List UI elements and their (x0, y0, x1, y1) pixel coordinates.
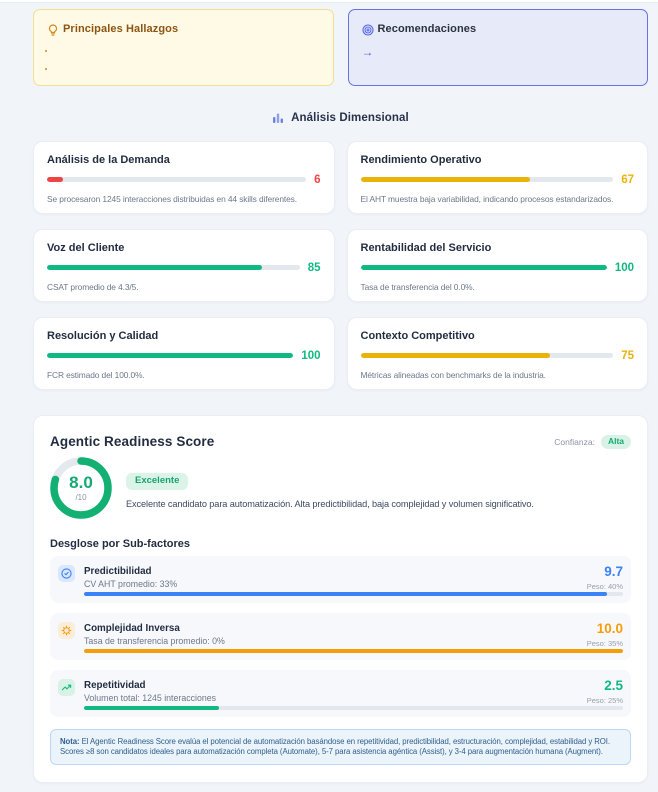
dimension-score: 85 (307, 261, 321, 274)
gear-icon (58, 622, 75, 639)
subfactor-weight: Peso: 40% (586, 582, 623, 591)
subfactor-progress-fill (84, 649, 623, 653)
gauge-score-max: /10 (75, 493, 87, 502)
subfactor-row-predictibilidad: Predictibilidad CV AHT promedio: 33% 9.7… (50, 556, 631, 603)
confidence-label: Confianza: (554, 436, 595, 447)
subfactor-row-complejidad: Complejidad Inversa Tasa de transferenci… (50, 613, 631, 660)
dimension-card-rentabilidad: Rentabilidad del Servicio 100 Tasa de tr… (346, 229, 648, 302)
dimension-progressbar (47, 265, 300, 270)
dimension-description: Métricas alineadas con benchmarks de la … (360, 369, 547, 380)
dimension-card-rendimiento: Rendimiento Operativo 67 El AHT muestra … (346, 141, 648, 214)
dimension-card-voz: Voz del Cliente 85 CSAT promedio de 4.3/… (33, 229, 335, 302)
findings-bullet (45, 61, 320, 79)
dimension-score: 75 (621, 349, 634, 362)
agentic-description: Excelente candidato para automatización.… (126, 498, 534, 509)
dimension-score: 100 (614, 261, 634, 274)
trending-up-icon (58, 679, 75, 696)
findings-list (45, 43, 320, 79)
report-content: Principales Hallazgos Recomendaciones → (33, 0, 648, 783)
dimension-title: Rentabilidad del Servicio (360, 242, 492, 254)
subfactor-progressbar (84, 592, 623, 596)
subfactor-weight: Peso: 25% (586, 696, 623, 705)
dimension-title: Resolución y Calidad (47, 330, 159, 342)
subfactor-detail: Tasa de transferencia promedio: 0% (84, 636, 225, 646)
subfactor-row-repetitividad: Repetitividad Volumen total: 1245 intera… (50, 670, 631, 717)
dimension-description: FCR estimado del 100.0%. (47, 369, 145, 380)
excellence-badge: Excelente (126, 473, 189, 490)
dimension-description: El AHT muestra baja variabilidad, indica… (360, 193, 614, 204)
bar-chart-icon (272, 112, 284, 124)
subfactor-progressbar (84, 649, 623, 653)
agentic-readiness-card: Agentic Readiness Score Confianza: Alta … (33, 415, 648, 783)
lightbulb-icon (47, 23, 59, 36)
recommendations-card: Recomendaciones → (347, 9, 648, 86)
subfactor-score: 9.7 (604, 564, 623, 579)
methodology-note: Nota: El Agentic Readiness Score evalúa … (50, 729, 631, 765)
dimension-progress-fill (47, 177, 63, 182)
subfactor-progressbar (84, 706, 623, 710)
note-text: El Agentic Readiness Score evalúa el pot… (60, 737, 610, 756)
dimension-progressbar (360, 177, 614, 182)
dimension-title: Análisis de la Demanda (47, 154, 170, 166)
dimension-description: Se procesaron 1245 interacciones distrib… (47, 193, 297, 204)
subfactor-score: 2.5 (604, 678, 623, 693)
confidence-badge: Alta (600, 434, 631, 449)
dimension-progress-fill (47, 353, 294, 358)
section-title: Análisis Dimensional (291, 112, 409, 124)
check-circle-icon (58, 565, 75, 582)
gauge-score-value: 8.0 (69, 473, 93, 492)
dimension-title: Voz del Cliente (47, 242, 125, 254)
dimension-score: 100 (301, 349, 321, 362)
dimension-score: 67 (621, 173, 634, 186)
dimension-progress-fill (47, 265, 262, 270)
dimension-description: Tasa de transferencia del 0.0%. (360, 281, 475, 292)
agentic-title: Agentic Readiness Score (50, 434, 215, 449)
findings-title: Principales Hallazgos (63, 23, 179, 35)
note-label: Nota: (60, 737, 80, 746)
dimension-grid: Análisis de la Demanda 6 Se procesaron 1… (33, 141, 648, 390)
subfactor-weight: Peso: 35% (586, 639, 623, 648)
dimension-progress-fill (360, 177, 530, 182)
findings-bullet (45, 43, 320, 61)
subfactor-name: Predictibilidad (84, 566, 152, 577)
dimension-card-demanda: Análisis de la Demanda 6 Se procesaron 1… (33, 141, 335, 214)
dimension-description: CSAT promedio de 4.3/5. (47, 281, 139, 292)
dimension-progress-fill (360, 353, 551, 358)
subfactor-detail: CV AHT promedio: 33% (84, 579, 178, 589)
dimension-card-contexto: Contexto Competitivo 75 Métricas alinead… (346, 317, 648, 390)
dimension-card-resolucion: Resolución y Calidad 100 FCR estimado de… (33, 317, 335, 390)
dimension-progressbar (360, 353, 614, 358)
dimension-score: 6 (314, 173, 321, 186)
subfactor-progress-fill (84, 706, 219, 710)
recommendation-arrow: → (361, 45, 374, 59)
alerts-row: Principales Hallazgos Recomendaciones → (33, 9, 648, 86)
dimension-progress-fill (360, 265, 607, 270)
subfactor-name: Complejidad Inversa (84, 623, 180, 634)
previous-card-bottom-edge (0, 0, 658, 3)
subfactor-name: Repetitividad (84, 680, 146, 691)
subfactors-title: Desglose por Sub-factores (50, 538, 190, 550)
dimension-title: Rendimiento Operativo (360, 154, 482, 166)
dimension-progressbar (47, 177, 307, 182)
subfactor-detail: Volumen total: 1245 interacciones (84, 693, 217, 703)
recommendations-title: Recomendaciones (377, 23, 477, 35)
dimensional-analysis-header: Análisis Dimensional (33, 111, 648, 125)
confidence: Confianza: Alta (554, 434, 631, 449)
dimension-progressbar (360, 265, 607, 270)
subfactor-score: 10.0 (596, 621, 623, 636)
findings-card: Principales Hallazgos (33, 9, 334, 86)
subfactor-progress-fill (84, 592, 607, 596)
score-gauge: 8.0 /10 (50, 457, 112, 519)
target-icon (361, 23, 374, 36)
dimension-progressbar (47, 353, 294, 358)
dimension-title: Contexto Competitivo (360, 330, 475, 342)
